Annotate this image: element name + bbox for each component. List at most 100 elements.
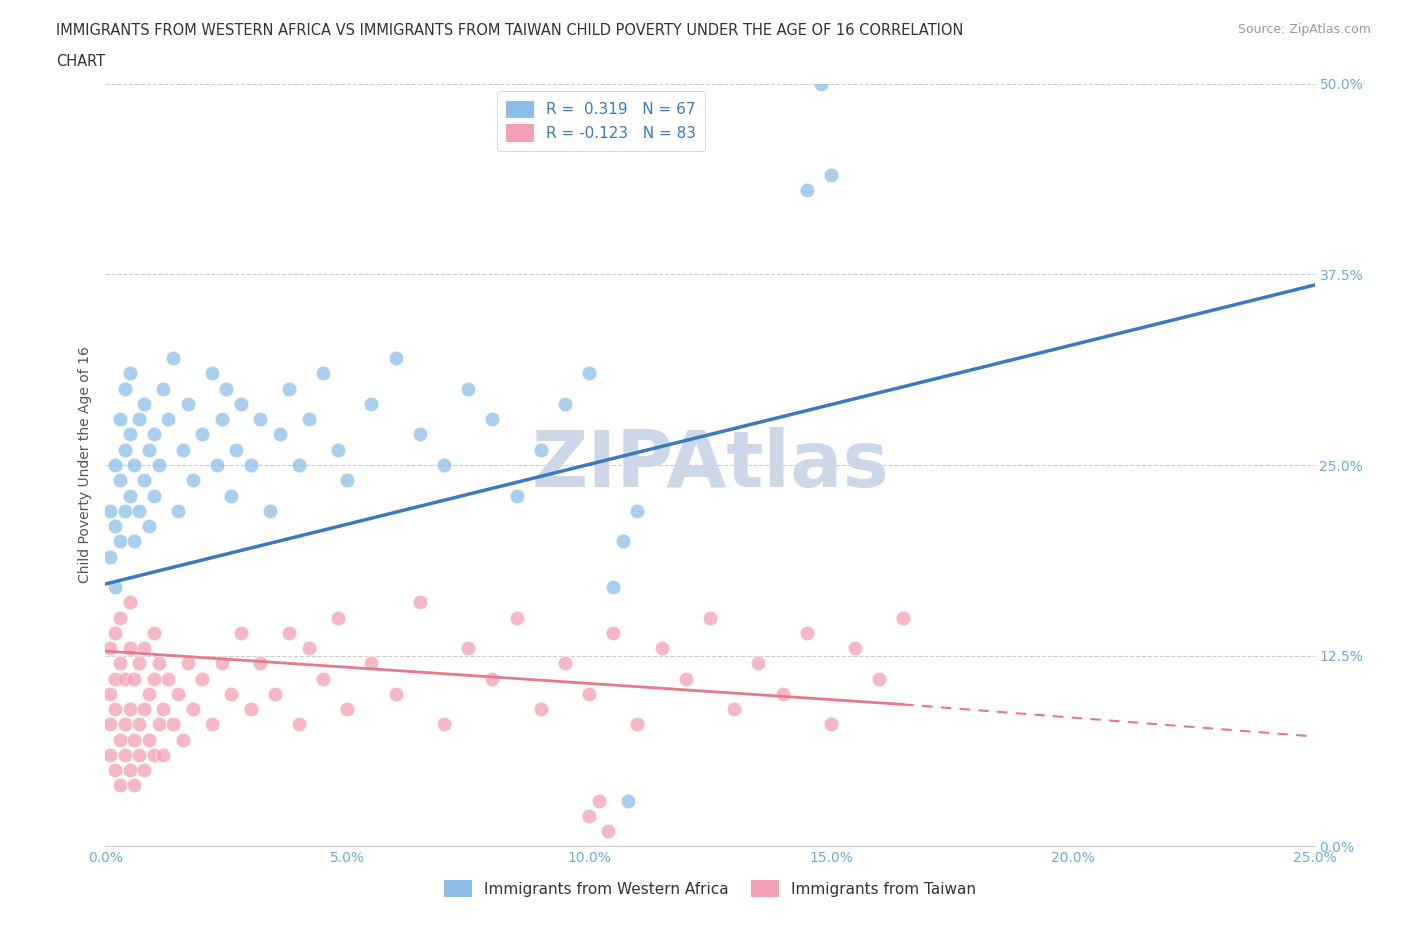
Point: [278, 625, 301, 640]
Point: [433, 458, 456, 472]
Point: [128, 748, 150, 763]
Point: [104, 625, 127, 640]
Point: [219, 686, 242, 701]
Point: [162, 351, 184, 365]
Point: [134, 472, 156, 487]
Point: [239, 701, 262, 716]
Point: [138, 443, 160, 458]
Point: [128, 503, 150, 518]
Point: [98, 686, 121, 701]
Point: [142, 671, 165, 686]
Point: [772, 686, 794, 701]
Point: [297, 641, 319, 656]
Point: [114, 717, 136, 732]
Point: [118, 427, 141, 442]
Point: [820, 167, 842, 182]
Point: [675, 671, 697, 686]
Point: [602, 579, 624, 594]
Point: [626, 503, 648, 518]
Point: [554, 396, 576, 411]
Point: [810, 76, 832, 91]
Point: [191, 671, 214, 686]
Point: [326, 443, 349, 458]
Point: [384, 351, 406, 365]
Point: [409, 427, 432, 442]
Point: [98, 641, 121, 656]
Point: [114, 443, 136, 458]
Point: [98, 748, 121, 763]
Point: [269, 427, 291, 442]
Point: [118, 366, 141, 381]
Legend: Immigrants from Western Africa, Immigrants from Taiwan: Immigrants from Western Africa, Immigran…: [437, 873, 983, 903]
Point: [360, 656, 382, 671]
Point: [457, 381, 479, 396]
Point: [104, 671, 127, 686]
Point: [191, 427, 214, 442]
Point: [108, 412, 131, 427]
Text: IMMIGRANTS FROM WESTERN AFRICA VS IMMIGRANTS FROM TAIWAN CHILD POVERTY UNDER THE: IMMIGRANTS FROM WESTERN AFRICA VS IMMIGR…: [56, 23, 963, 38]
Point: [602, 625, 624, 640]
Point: [108, 777, 131, 792]
Point: [128, 412, 150, 427]
Point: [114, 381, 136, 396]
Point: [152, 701, 174, 716]
Point: [796, 625, 818, 640]
Point: [176, 396, 198, 411]
Point: [588, 793, 610, 808]
Point: [201, 366, 224, 381]
Point: [612, 534, 634, 549]
Point: [148, 656, 170, 671]
Point: [118, 595, 141, 610]
Point: [278, 381, 301, 396]
Point: [219, 488, 242, 503]
Point: [124, 732, 146, 747]
Point: [239, 458, 262, 472]
Point: [104, 763, 127, 777]
Point: [505, 488, 527, 503]
Text: ZIPAtlas: ZIPAtlas: [531, 427, 889, 503]
Point: [124, 458, 146, 472]
Point: [215, 381, 238, 396]
Point: [108, 732, 131, 747]
Point: [148, 717, 170, 732]
Point: [312, 366, 335, 381]
Point: [288, 717, 311, 732]
Point: [134, 396, 156, 411]
Point: [138, 732, 160, 747]
Point: [181, 701, 204, 716]
Point: [108, 534, 131, 549]
Point: [201, 717, 224, 732]
Point: [108, 610, 131, 625]
Point: [98, 717, 121, 732]
Point: [457, 641, 479, 656]
Point: [157, 412, 180, 427]
Point: [893, 610, 915, 625]
Point: [142, 625, 165, 640]
Point: [162, 717, 184, 732]
Point: [108, 656, 131, 671]
Point: [229, 625, 252, 640]
Point: [481, 412, 503, 427]
Point: [114, 748, 136, 763]
Point: [124, 777, 146, 792]
Point: [148, 458, 170, 472]
Point: [747, 656, 769, 671]
Point: [820, 717, 842, 732]
Point: [134, 641, 156, 656]
Point: [142, 427, 165, 442]
Point: [433, 717, 456, 732]
Point: [181, 472, 204, 487]
Point: [118, 641, 141, 656]
Point: [157, 671, 180, 686]
Point: [211, 656, 233, 671]
Point: [152, 381, 174, 396]
Point: [142, 748, 165, 763]
Point: [259, 503, 281, 518]
Point: [249, 656, 271, 671]
Point: [288, 458, 311, 472]
Point: [172, 443, 194, 458]
Point: [868, 671, 890, 686]
Point: [699, 610, 721, 625]
Point: [530, 443, 553, 458]
Point: [225, 443, 247, 458]
